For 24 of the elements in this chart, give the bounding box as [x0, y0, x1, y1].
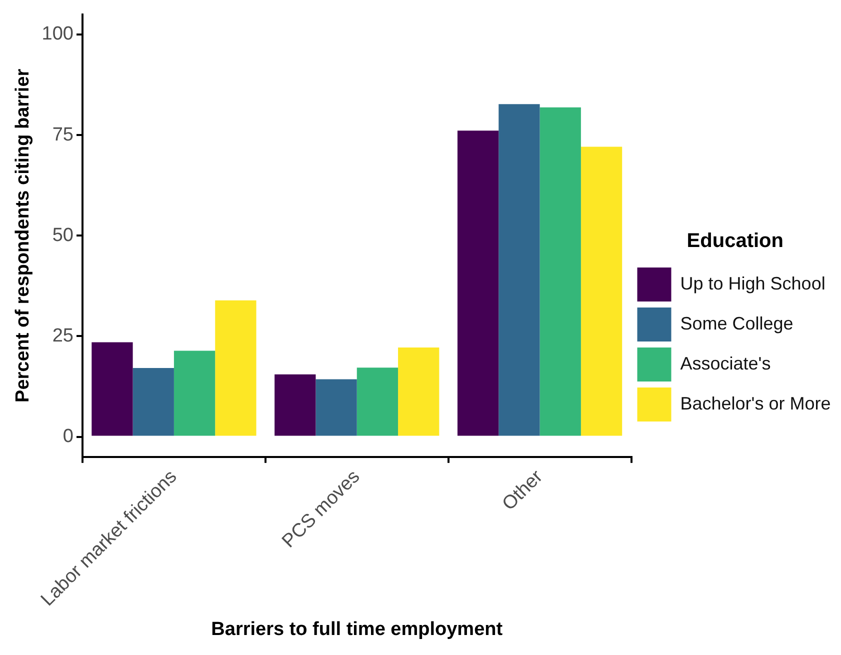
y-tick-label: 50 [52, 224, 74, 246]
bar [398, 347, 440, 436]
bar [215, 300, 256, 436]
bar [132, 368, 174, 436]
bar [174, 350, 216, 436]
x-axis-title: Barriers to full time employment [211, 618, 504, 640]
bar [356, 368, 398, 436]
y-tick-label: 0 [62, 426, 74, 448]
y-tick-label: 25 [52, 325, 74, 346]
y-tick-label: 100 [42, 24, 74, 45]
legend-label: Associate's [680, 353, 771, 374]
bar [498, 104, 540, 436]
bar [274, 374, 316, 436]
legend-title: Education [686, 230, 784, 252]
legend-label: Some College [680, 313, 794, 334]
bar [540, 107, 581, 436]
bar [457, 130, 499, 436]
legend-label: Bachelor's or More [680, 393, 831, 414]
y-axis-title: Percent of respondents citing barrier [12, 68, 34, 402]
bar [316, 379, 357, 436]
legend-label: Up to High School [680, 273, 826, 294]
bar [92, 342, 133, 436]
bar [580, 146, 622, 436]
y-tick-label: 75 [52, 124, 74, 146]
